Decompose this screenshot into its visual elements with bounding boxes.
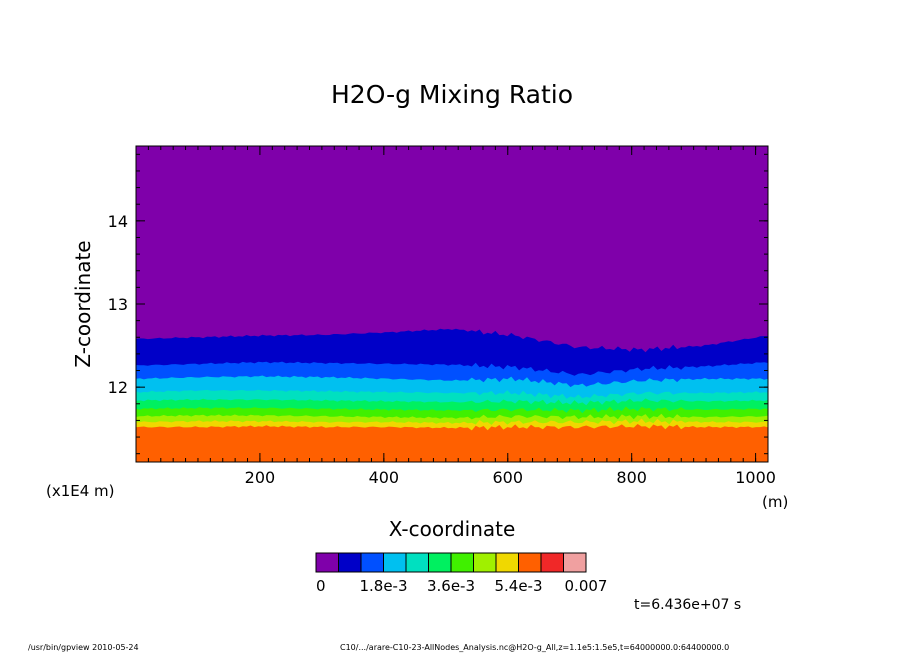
colorbar-label: 1.8e-3: [359, 577, 407, 595]
colorbar-swatch: [315, 552, 339, 573]
colorbar-swatch: [495, 552, 519, 573]
contour-bands: [136, 328, 768, 462]
colorbar-swatch: [360, 552, 384, 573]
colorbar-swatch: [338, 552, 362, 573]
chart-title: H2O-g Mixing Ratio: [331, 80, 573, 109]
x-axis-label: X-coordinate: [389, 517, 516, 541]
colorbar-swatch: [563, 552, 587, 573]
x-axis-unit: (m): [762, 493, 788, 511]
footer-right: C10/.../arare-C10-23-AllNodes_Analysis.n…: [340, 643, 729, 652]
colorbar-label: 0: [316, 577, 326, 595]
y-tick-label: 12: [108, 378, 128, 397]
colorbar-label: 0.007: [565, 577, 608, 595]
x-tick-label: 600: [492, 468, 523, 487]
x-tick-label: 1000: [735, 468, 776, 487]
plot-area: [135, 145, 769, 463]
colorbar-swatch: [450, 552, 474, 573]
colorbar: 0 1.8e-3 3.6e-3 5.4e-3 0.007: [315, 552, 608, 595]
axes: 200 400 600 800 1000 12 13 14: [108, 146, 776, 487]
x-tick-label: 200: [245, 468, 276, 487]
y-axis-label: Z-coordinate: [71, 240, 95, 367]
colorbar-swatch: [540, 552, 564, 573]
colorbar-swatch: [473, 552, 497, 573]
colorbar-swatch: [428, 552, 452, 573]
colorbar-swatch: [518, 552, 542, 573]
time-label: t=6.436e+07 s: [634, 597, 741, 613]
x-tick-label: 800: [616, 468, 647, 487]
colorbar-label: 3.6e-3: [427, 577, 475, 595]
contour-band: [136, 424, 768, 462]
y-axis-unit: (x1E4 m): [46, 482, 115, 500]
x-tick-label: 400: [369, 468, 400, 487]
colorbar-label: 5.4e-3: [494, 577, 542, 595]
footer-left: /usr/bin/gpview 2010-05-24: [28, 643, 139, 652]
colorbar-swatch: [405, 552, 429, 573]
colorbar-swatch: [383, 552, 407, 573]
y-tick-label: 13: [108, 295, 128, 314]
y-tick-label: 14: [108, 212, 128, 231]
